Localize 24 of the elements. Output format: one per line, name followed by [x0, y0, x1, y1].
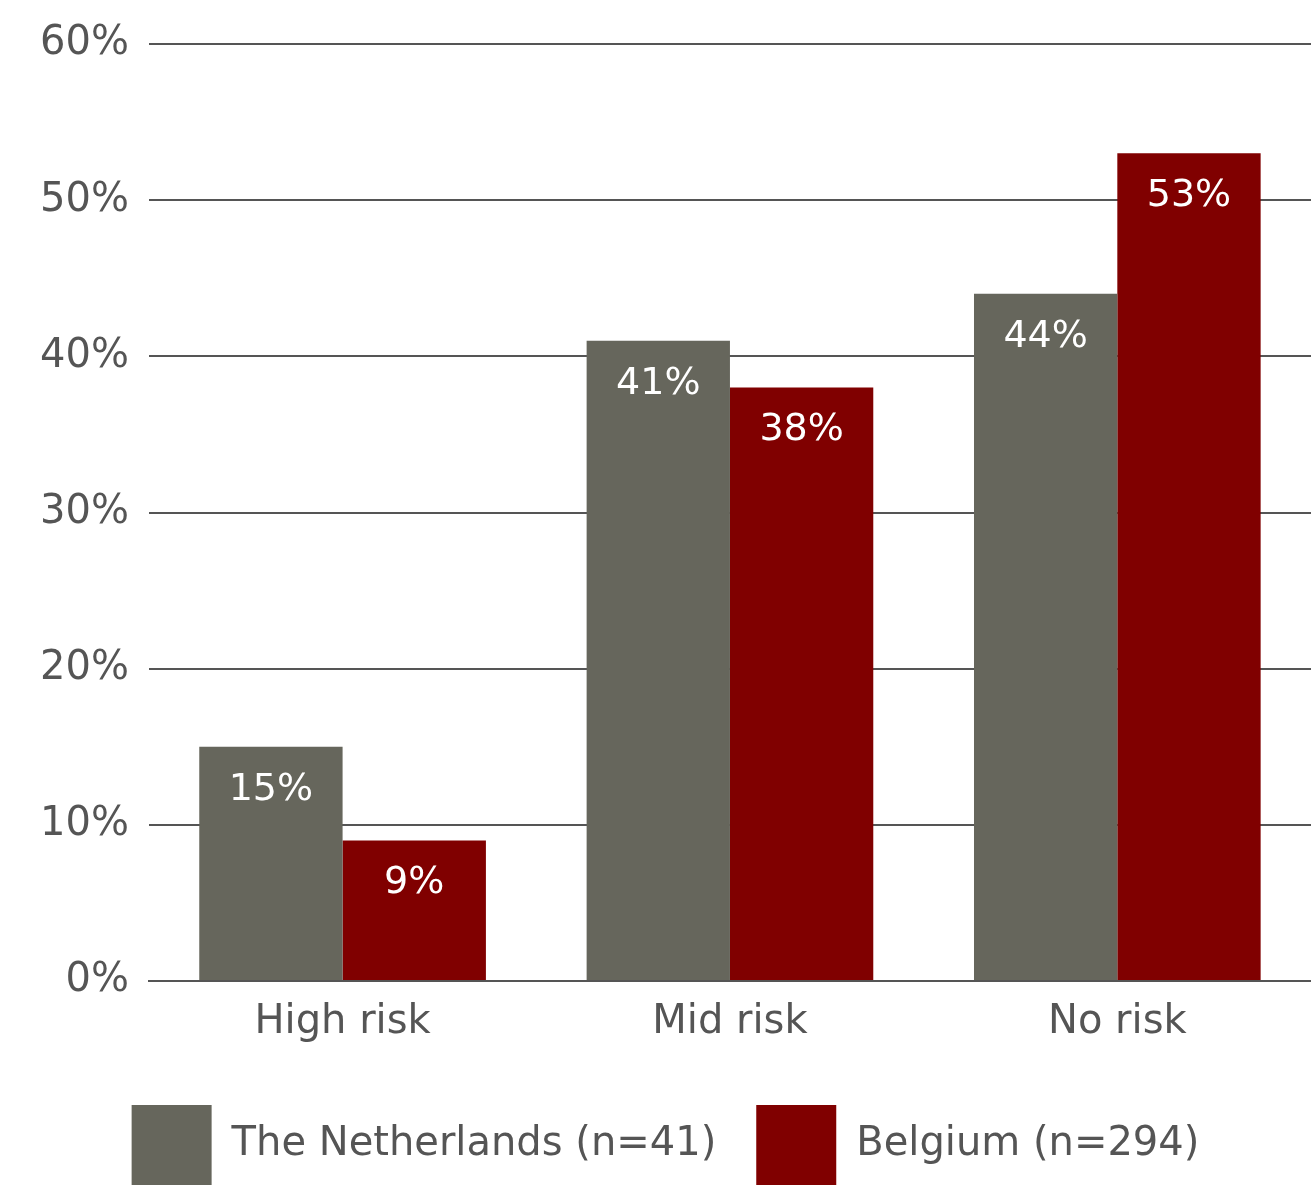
data-label: 44% [1003, 311, 1088, 356]
bar [342, 840, 486, 980]
legend-label: Belgium (n=294) [856, 1118, 1200, 1165]
bar [729, 387, 874, 980]
data-label: 38% [759, 405, 844, 450]
x-tick-label: High risk [254, 996, 432, 1043]
bar [973, 293, 1118, 980]
bar [1117, 153, 1261, 980]
legend-label: The Netherlands (n=41) [230, 1118, 717, 1165]
data-label: 15% [228, 764, 314, 809]
data-label: 53% [1146, 171, 1232, 216]
y-tick-label: 60% [40, 17, 129, 64]
x-tick-label: No risk [1047, 996, 1188, 1043]
data-label: 9% [384, 858, 445, 903]
bar [586, 340, 730, 980]
y-tick-label: 40% [40, 329, 129, 376]
y-tick-label: 30% [40, 485, 129, 532]
data-label: 41% [616, 358, 701, 403]
y-tick-label: 50% [40, 173, 129, 220]
y-tick-label: 20% [40, 642, 129, 689]
y-tick-label: 10% [40, 798, 129, 845]
y-tick-label: 0% [65, 954, 129, 1001]
x-tick-label: Mid risk [652, 996, 809, 1043]
bar [199, 746, 343, 980]
